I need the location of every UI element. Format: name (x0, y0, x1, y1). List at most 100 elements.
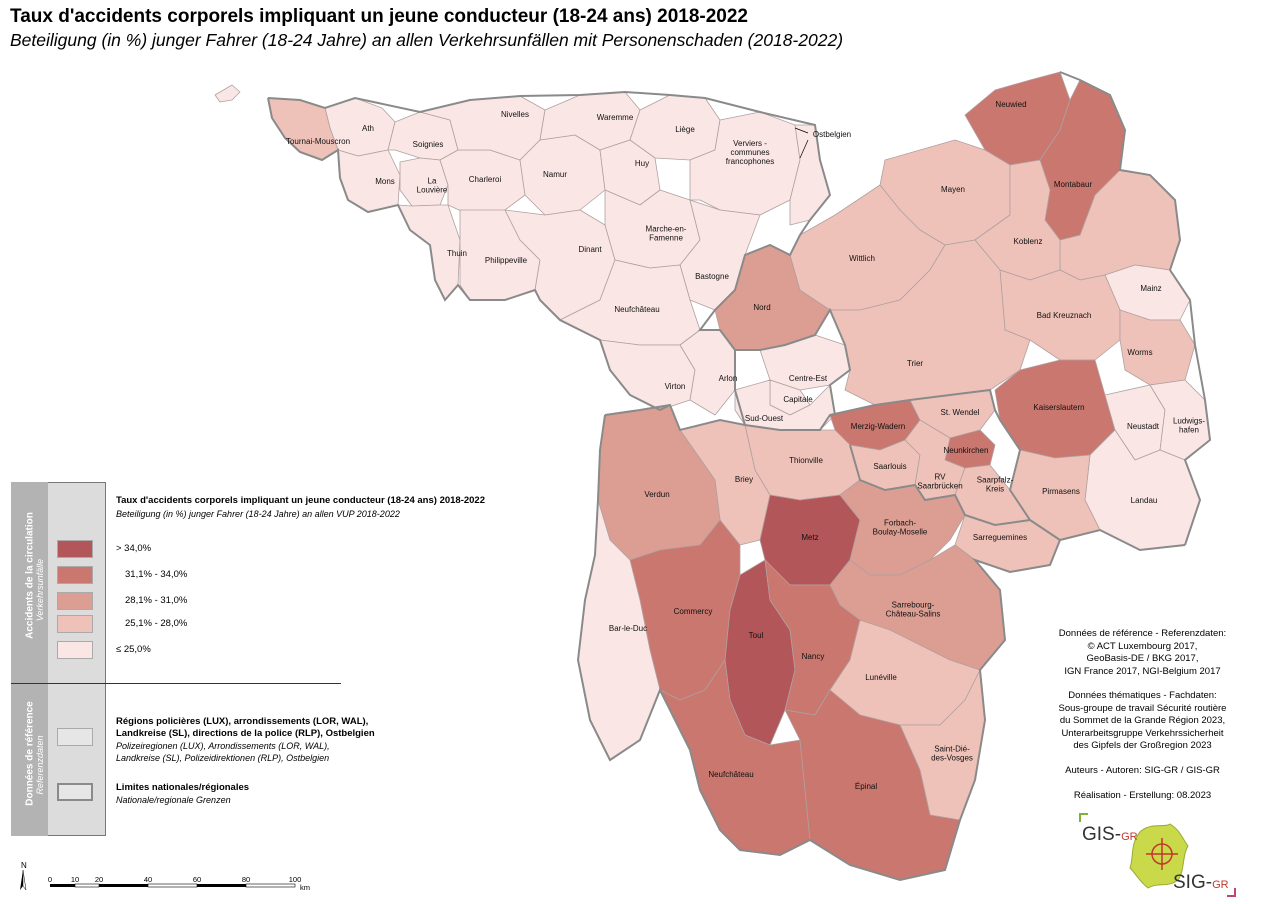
ref-admin-swatch (57, 728, 93, 746)
border-line (267, 97, 671, 412)
region-label: Charleroi (469, 175, 502, 184)
gis-gr-logo: GIS-GR SIG-GR (1079, 813, 1236, 897)
ref-admin-title-2: Landkreise (SL), directions de la police… (116, 728, 375, 739)
region-label: RV Saarbrücken (917, 473, 962, 491)
region-label: Sarrebourg-Château-Salins (886, 601, 941, 619)
region-label: Toul (749, 631, 764, 640)
region-label: Briey (735, 475, 753, 484)
region-label: Saint-Dié-des-Vosges (931, 745, 973, 763)
region-la-louvi-re[interactable] (399, 157, 449, 207)
regions-layer (214, 71, 1211, 881)
ref-admin-italic-1: Polizeiregionen (LUX), Arrondissements (… (116, 741, 330, 751)
ref-border-italic: Nationale/regionale Grenzen (116, 795, 231, 805)
region-label: Nancy (802, 652, 825, 661)
region-label: Huy (635, 159, 649, 168)
region-label: Landau (1131, 496, 1158, 505)
region-label: Neufchâteau (708, 770, 753, 779)
region-label: Neustadt (1127, 422, 1160, 431)
region-label: Neunkirchen (944, 446, 989, 455)
credits-authors: Auteurs - Autoren: SIG-GR / GIS-GR (1065, 765, 1220, 776)
region-label: Metz (801, 533, 818, 542)
scale-tick-label: 10 (71, 875, 79, 884)
credits-ref-data: Données de référence - Referenzdaten: © … (1058, 628, 1227, 677)
region-label: St. Wendel (941, 408, 980, 417)
region-label: Dinant (578, 245, 602, 254)
region-label: Ath (362, 124, 374, 133)
border-line (576, 414, 1061, 882)
region-label: Namur (543, 170, 567, 179)
region-label: Neufchâteau (614, 305, 659, 314)
border-line (849, 444, 1031, 527)
region-label: Thuin (447, 249, 467, 258)
scale-tick-label: 60 (193, 875, 201, 884)
region-label: Kaiserslautern (1033, 403, 1084, 412)
region-label: Merzig-Wadern (851, 422, 905, 431)
north-arrow-icon (20, 870, 23, 890)
map-subtitle: Beteiligung (in %) junger Fahrer (18-24 … (10, 30, 844, 50)
region-label: Capitale (783, 395, 813, 404)
scale-tick-label: 100 (289, 875, 302, 884)
region-label: Saarpfalz-Kreis (977, 476, 1014, 494)
region-label: Trier (907, 359, 923, 368)
region-label: Wittlich (849, 254, 875, 263)
region-label: Sarreguemines (973, 533, 1027, 542)
credits-thematic: Données thématiques - Fachdaten: Sous-gr… (1058, 690, 1227, 751)
ref-admin-italic-2: Landkreise (SL), Polizeidirektionen (RLP… (116, 753, 330, 763)
logo-bottom-accent: GR (1212, 879, 1229, 891)
region-label: Verviers -communes francophones (726, 139, 774, 166)
region-label: Bastogne (695, 272, 729, 281)
legend-class-label-3: 25,1% - 28,0% (125, 618, 188, 629)
region-label: Tournai-Mouscron (286, 137, 350, 146)
ostbelgien-leader-line (794, 127, 809, 134)
legend-class-label-1: 31,1% - 34,0% (125, 569, 188, 580)
region-labels: Ath Tournai-Mouscron Soignies Mons La Louvièr… (286, 100, 1205, 791)
border-line (735, 307, 852, 431)
ref-border-swatch (57, 783, 93, 801)
region-label: Liège (675, 125, 695, 134)
region-label: Sud-Ouest (745, 414, 784, 423)
region-label: Montabaur (1054, 180, 1093, 189)
svg-text:SIG-GR: SIG-GR (1173, 872, 1229, 893)
legend-swatch-1 (57, 566, 93, 584)
legend-side-subtitle: Verkehrsunfälle (35, 558, 45, 622)
scale-tick-label: 40 (144, 875, 152, 884)
region-label: Ostbelgien (813, 130, 851, 139)
region-label: Bar-le-Duc (609, 624, 647, 633)
region-label: Lunéville (865, 673, 897, 682)
region-label: Centre-Est (789, 374, 828, 383)
legend-side-title: Accidents de la circulation (24, 512, 36, 639)
ref-side-title: Données de référence (24, 701, 36, 806)
ref-side-subtitle: Referenzdaten (35, 735, 45, 795)
region-label: Nivelles (501, 110, 529, 119)
region-label: Ludwigs-hafen (1173, 417, 1205, 435)
border-line (829, 388, 1186, 552)
legend-subtitle: Beteiligung (in %) junger Fahrer (18-24 … (116, 509, 400, 519)
region-label: Commercy (674, 607, 713, 616)
legend-swatch-4 (57, 641, 93, 659)
logo-top-text: GIS- (1082, 824, 1121, 845)
scale-tick-label: 80 (242, 875, 250, 884)
region-label: Virton (665, 382, 686, 391)
region-label: Soignies (413, 140, 444, 149)
map-title: Taux d'accidents corporels impliquant un… (10, 6, 748, 27)
legend-separator (11, 683, 341, 684)
scale-unit: km (300, 883, 310, 892)
legend-title: Taux d'accidents corporels impliquant un… (116, 495, 485, 506)
region-label: Neuwied (995, 100, 1026, 109)
region-label: Bad Kreuznach (1037, 311, 1092, 320)
region-trier[interactable] (829, 239, 1031, 406)
svg-text:GIS-GR: GIS-GR (1082, 824, 1138, 845)
scale-tick-label: 0 (48, 875, 52, 884)
ref-border-title: Limites nationales/régionales (116, 782, 250, 793)
north-label: N (21, 861, 27, 870)
region-label: Philippeville (485, 256, 528, 265)
region-label: Mons (375, 177, 395, 186)
region-label: Marche-en-Famenne (646, 225, 687, 243)
legend-swatch-2 (57, 592, 93, 610)
region-label: La Louvière (417, 177, 448, 195)
legend-swatch-3 (57, 615, 93, 633)
legend-class-label-4: ≤ 25,0% (116, 644, 151, 655)
logo-bottom-text: SIG- (1173, 872, 1212, 893)
